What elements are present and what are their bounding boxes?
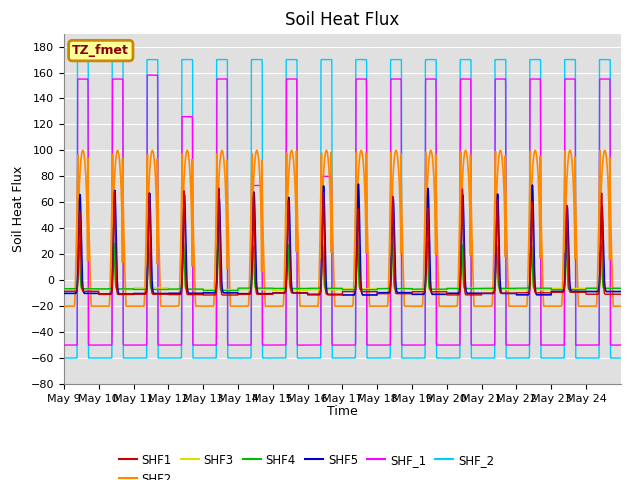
SHF_2 [74,57,82,62]
X-axis label: Time: Time [327,405,358,418]
Line: SHF1: SHF1 [64,188,621,295]
SHF2 [79,149,87,155]
SHF_1 [546,342,554,348]
SHF1 [546,290,554,296]
SHF2 [205,303,212,309]
SHF1 [215,185,223,191]
SHF4 [79,286,87,292]
SHF3 [310,287,318,293]
SHF4 [479,286,486,291]
SHF1 [310,291,318,297]
SHF5 [204,290,212,296]
SHF1 [79,288,87,294]
SHF2 [310,303,317,309]
SHF1 [60,288,68,294]
SHF3 [60,286,68,292]
SHF_1 [205,342,212,348]
SHF_1 [60,342,68,348]
SHF5 [79,289,87,295]
SHF_1 [478,342,486,348]
SHF2 [183,147,191,153]
SHF_1 [144,72,152,78]
SHF_2 [310,355,317,361]
SHF_2 [80,57,88,62]
Line: SHF4: SHF4 [64,236,621,290]
SHF_2 [205,355,212,361]
SHF_1 [617,342,625,348]
SHF2 [617,303,625,309]
SHF2 [478,303,486,309]
SHF3 [231,287,239,292]
SHF_1 [79,76,87,82]
Line: SHF3: SHF3 [64,243,621,290]
Line: SHF2: SHF2 [64,150,621,306]
SHF5 [355,181,362,187]
SHF3 [79,286,87,292]
SHF5 [546,292,554,298]
SHF2 [60,303,68,309]
SHF5 [339,292,346,298]
Text: TZ_fmet: TZ_fmet [72,44,129,57]
Legend: SHF1, SHF2, SHF3, SHF4, SHF5, SHF_1, SHF_2: SHF1, SHF2, SHF3, SHF4, SHF5, SHF_1, SHF… [115,449,499,480]
SHF4 [310,286,318,291]
SHF3 [479,287,486,293]
SHF5 [60,290,68,296]
Title: Soil Heat Flux: Soil Heat Flux [285,11,399,29]
SHF4 [617,286,625,291]
SHF4 [200,288,207,293]
Line: SHF_1: SHF_1 [64,75,621,345]
Y-axis label: Soil Heat Flux: Soil Heat Flux [12,166,25,252]
SHF1 [617,291,625,297]
SHF2 [546,303,554,309]
SHF_2 [60,355,68,361]
SHF5 [617,288,625,294]
SHF3 [284,240,292,246]
SHF1 [205,292,212,298]
SHF5 [479,290,486,296]
SHF1 [479,290,486,296]
SHF1 [200,292,207,298]
SHF3 [617,286,625,291]
SHF_2 [231,355,239,361]
SHF2 [231,303,239,309]
SHF5 [310,292,317,298]
Line: SHF_2: SHF_2 [64,60,621,358]
SHF_1 [310,342,317,348]
SHF5 [231,290,239,296]
SHF_2 [546,355,554,361]
SHF4 [231,288,239,293]
SHF3 [546,287,554,293]
SHF3 [269,288,276,293]
SHF3 [204,287,212,292]
SHF_2 [617,355,625,361]
SHF_2 [478,355,486,361]
SHF4 [214,233,222,239]
Line: SHF5: SHF5 [64,184,621,295]
SHF_1 [231,342,239,348]
SHF4 [205,288,212,293]
SHF4 [546,285,554,291]
SHF4 [60,286,68,292]
SHF1 [231,292,239,298]
